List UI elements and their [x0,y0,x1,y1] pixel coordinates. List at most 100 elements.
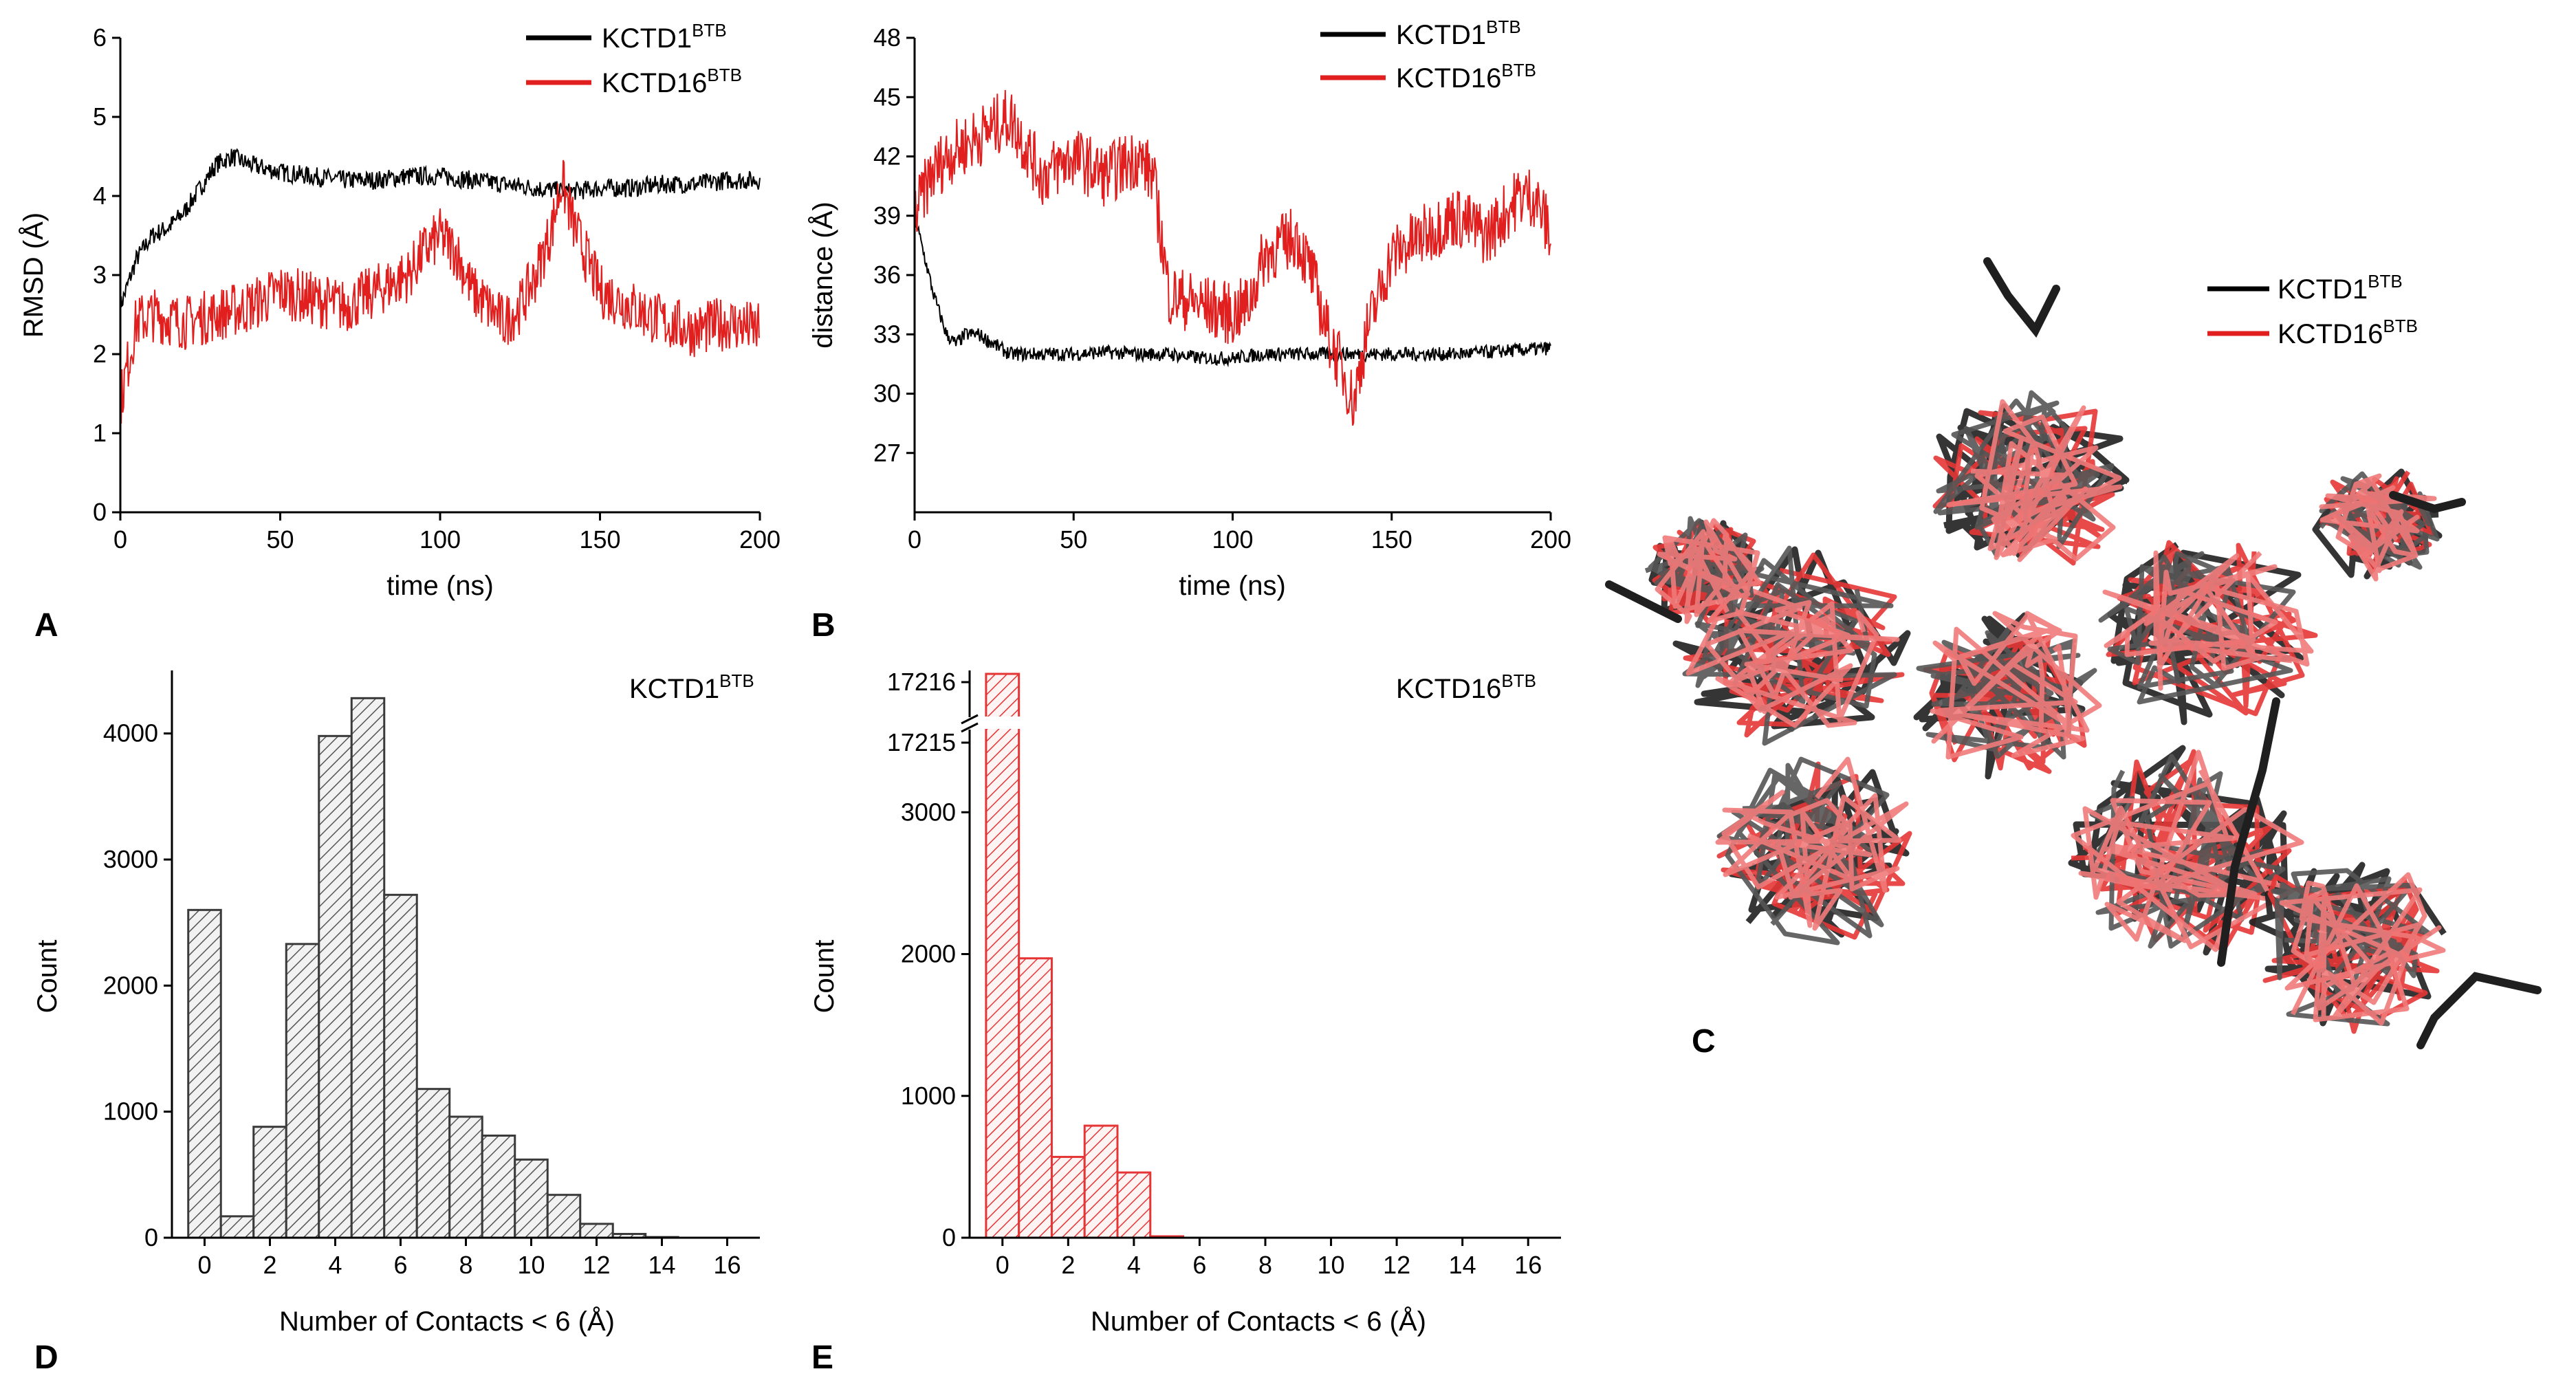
histogram-bar [481,1135,516,1239]
panel-label-c: C [1692,1023,1716,1060]
y-tick-label: 36 [873,261,901,289]
rmsd-ticks: 0 50 100 150 200 0 1 2 3 4 5 6 [93,23,781,554]
kctd1-hist-x-label: Number of Contacts < 6 (Å) [279,1306,615,1337]
rmsd-y-label: RMSD (Å) [18,212,49,338]
x-tick-label: 50 [1060,525,1087,554]
x-tick-label: 0 [996,1251,1009,1279]
panel-e: 0 2 4 6 8 10 12 14 16 0 1000 2000 3000 17215 17216 Num… [809,668,1561,1376]
x-tick-label: 200 [1530,525,1571,554]
y-tick-label: 1000 [901,1082,956,1110]
histogram-bar [252,1126,287,1239]
distance-ticks: 0 50 100 150 200 27 30 33 36 39 42 45 48 [873,23,1571,554]
backbone-terminus [1983,257,2060,338]
y-tick-label: 2 [93,340,107,368]
legend-kctd16: KCTD16BTB [602,65,742,98]
backbone-trace [2102,550,2314,691]
x-tick-label: 12 [582,1251,610,1279]
panel-label-a: A [34,607,58,644]
y-tick-label: 2000 [103,971,158,999]
structure-superposition [1605,257,2542,1049]
distance-plot [914,89,1551,426]
panel-a: 0 50 100 150 200 0 1 2 3 4 5 6 time (ns) RMSD (Å) K… [18,20,781,644]
backbone-terminus [2389,491,2466,514]
histogram-bar [350,697,386,1239]
x-tick-label: 12 [1383,1251,1410,1279]
kctd16-hist-y-label: Count [809,940,840,1014]
histogram-bar [318,734,353,1239]
kctd1-histogram [187,697,679,1239]
legend-kctd1: KCTD1BTB [2278,271,2403,305]
backbone-trace [1715,756,1909,931]
histogram-bar [985,672,1020,1239]
x-tick-label: 6 [1192,1251,1206,1279]
x-tick-label: 0 [113,525,127,554]
histogram-bar [1050,1155,1086,1239]
x-tick-label: 10 [1318,1251,1345,1279]
panel-label-b: B [811,607,836,644]
histogram-bar [383,893,418,1239]
backbone-terminus [1605,580,1682,623]
x-tick-label: 200 [739,525,781,554]
rmsd-axes [119,38,760,514]
kctd16-histogram [983,672,1185,1239]
backbone-trace [1930,611,2102,760]
y-tick-label: 27 [873,439,901,467]
y-tick-label: 48 [873,23,901,52]
backbone-terminus [2416,972,2542,1049]
axis-break-marker [961,714,979,733]
y-tick-label: 3 [93,261,107,289]
y-tick-label: 39 [873,201,901,230]
panel-d: 0 2 4 6 8 10 12 14 16 0 1000 2000 3000 4000 Number of… [32,670,760,1376]
backbone-trace [2071,750,2304,952]
y-tick-label: 4000 [103,719,158,747]
histogram-bar [514,1158,549,1239]
backbone-trace [1685,557,1900,728]
distance-legend: KCTD1BTB KCTD16BTB [1320,17,1536,94]
histogram-bar [448,1115,483,1239]
kctd16-hist-ticks: 0 2 4 6 8 10 12 14 16 0 1000 2000 3000 17215 17216 [887,668,1542,1279]
y-tick-label: 33 [873,320,901,348]
histogram-bar [1116,1171,1152,1239]
x-tick-label: 4 [1127,1251,1141,1279]
x-tick-label: 0 [908,525,921,554]
y-tick-label: 4 [93,182,107,210]
series-line-kctd16 [120,160,761,424]
series-line-kctd16 [914,89,1551,426]
kctd1-hist-y-label: Count [32,940,63,1014]
y-tick-label: 42 [873,142,901,171]
panel-c: KCTD1BTB KCTD16BTB C [1605,257,2542,1060]
backbone-trace [2279,872,2446,1026]
y-tick-label: 45 [873,83,901,111]
y-tick-label: 6 [93,23,107,52]
x-tick-label: 2 [1061,1251,1075,1279]
backbone-trace [1655,518,1762,624]
series-line-kctd1 [914,210,1551,368]
x-tick-label: 100 [419,525,461,554]
distance-x-label: time (ns) [1179,571,1286,601]
histogram-bar [219,1215,255,1239]
kctd16-hist-axes [968,670,1561,1239]
backbone-trace [2319,473,2437,582]
histogram-bar [546,1194,582,1239]
y-tick-label: 0 [144,1223,158,1251]
x-tick-label: 14 [648,1251,675,1279]
x-tick-label: 4 [328,1251,342,1279]
kctd1-hist-ticks: 0 2 4 6 8 10 12 14 16 0 1000 2000 3000 4000 [103,719,741,1279]
x-tick-label: 16 [1514,1251,1542,1279]
x-tick-label: 16 [713,1251,741,1279]
backbone-trace [1946,399,2123,562]
x-tick-label: 0 [197,1251,211,1279]
histogram-bar [1018,957,1053,1239]
y-tick-label: 1000 [103,1097,158,1126]
series-line-kctd1 [120,148,761,316]
kctd16-hist-title: KCTD16BTB [1396,670,1536,704]
x-tick-label: 150 [579,525,620,554]
histogram-bar [415,1088,451,1239]
x-tick-label: 6 [393,1251,407,1279]
x-tick-label: 50 [266,525,294,554]
kctd1-hist-title: KCTD1BTB [629,670,754,704]
legend-kctd16: KCTD16BTB [1396,60,1536,94]
histogram-bar [579,1223,614,1239]
histogram-bar [285,943,320,1239]
x-tick-label: 100 [1212,525,1253,554]
